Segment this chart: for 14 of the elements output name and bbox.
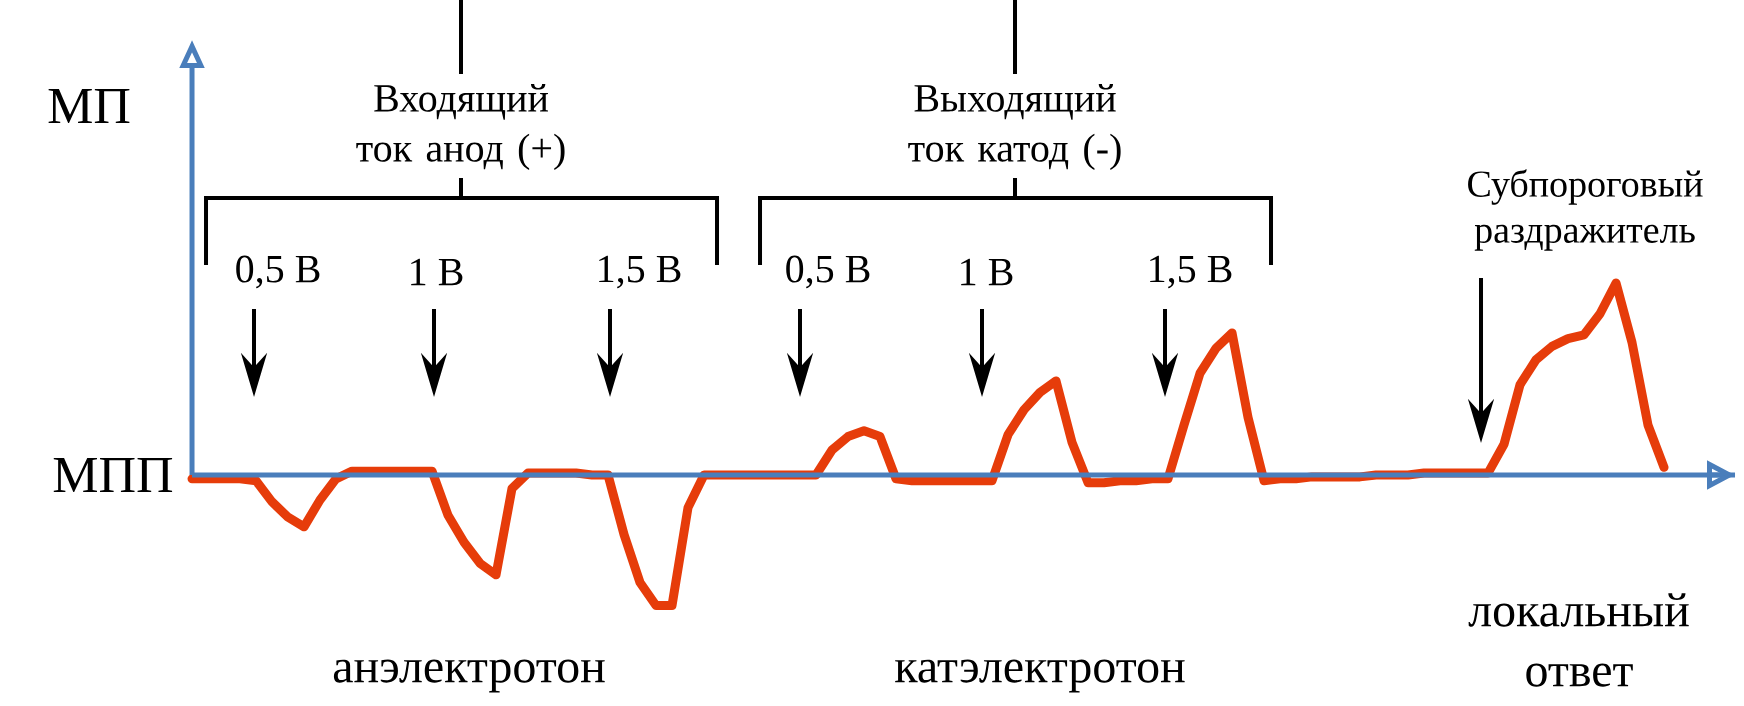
text: Входящий ток анод (+) bbox=[356, 84, 565, 170]
annotation: 1 В bbox=[411, 258, 463, 286]
text: Субпороговый раздражитель bbox=[1468, 169, 1703, 251]
y-axis-title: МП bbox=[48, 88, 130, 124]
annotation: 1,5 В bbox=[1150, 255, 1232, 289]
text: Выходящий ток катод (-) bbox=[908, 84, 1121, 170]
annotation: 1,5 В bbox=[599, 255, 681, 289]
text: катэлектротон bbox=[895, 659, 1185, 693]
annotation: 0,5 В bbox=[236, 255, 320, 289]
annotation: 1 В bbox=[961, 258, 1013, 286]
annotation: 0,5 В bbox=[786, 255, 870, 289]
text: анэлектротон bbox=[333, 659, 605, 693]
ref-line-label: МПП bbox=[53, 457, 173, 493]
annotation: локальный ответ bbox=[1468, 593, 1689, 687]
